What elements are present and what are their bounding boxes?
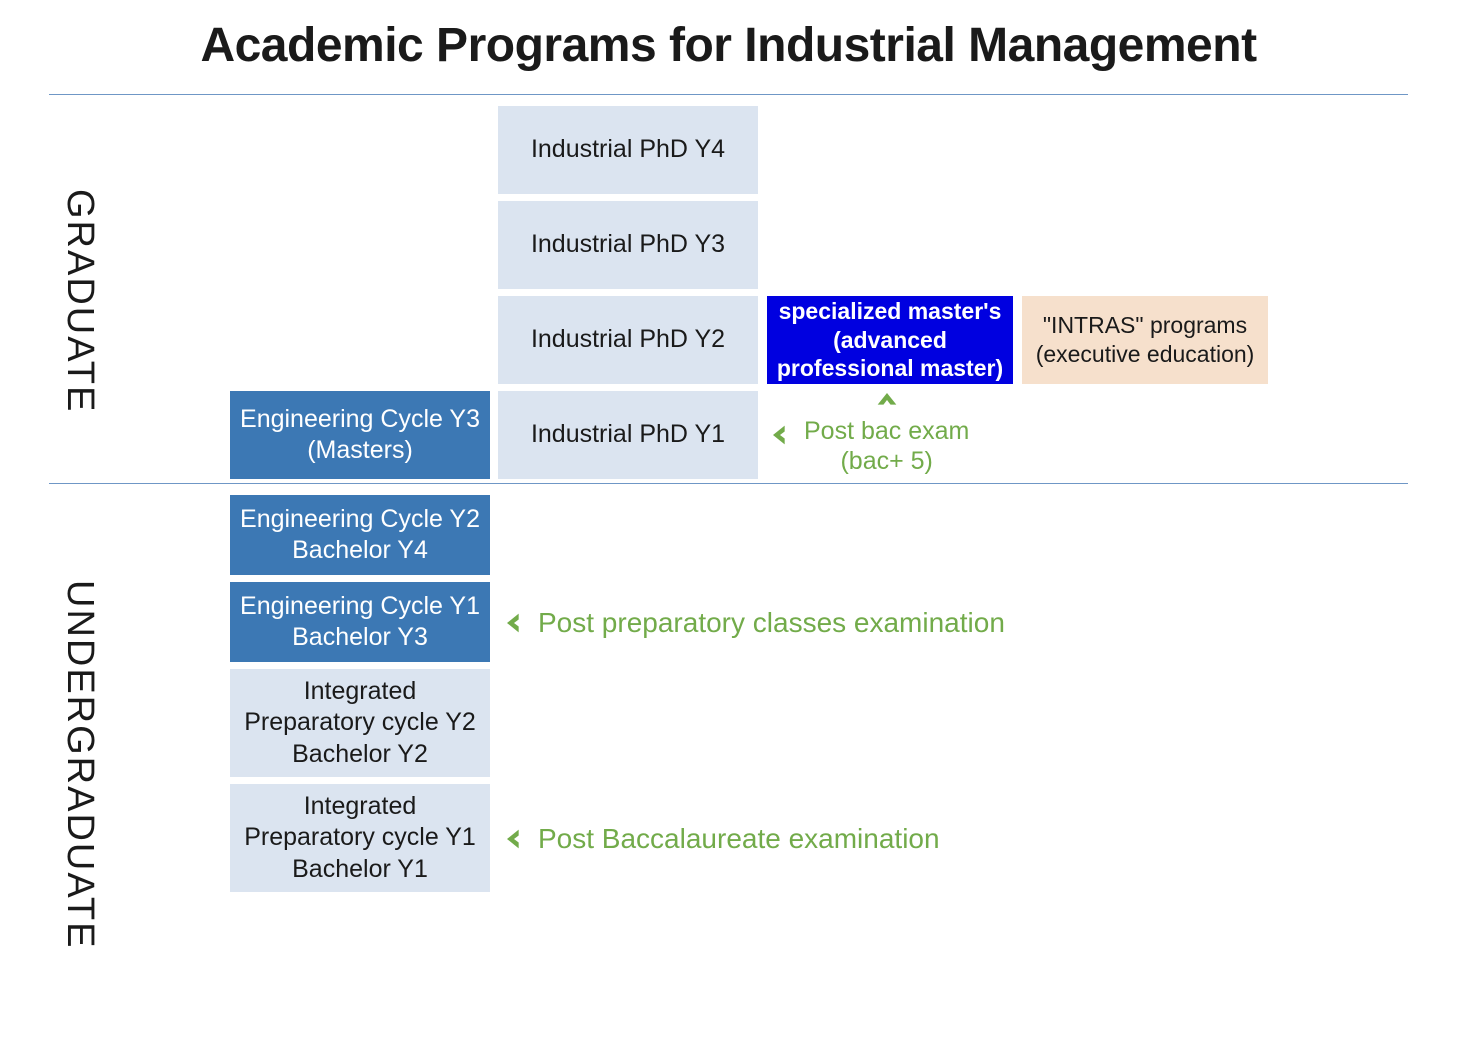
cell-eng-y3-line-0: Engineering Cycle Y3 xyxy=(240,404,480,435)
cell-phd-y3-line-0: Industrial PhD Y3 xyxy=(531,229,725,260)
cell-eng-y3-line-1: (Masters) xyxy=(307,435,413,466)
cell-spec-master-line-1: (advanced xyxy=(833,326,947,355)
cell-phd-y3: Industrial PhD Y3 xyxy=(498,201,758,289)
annotation-post-bacc: Post Baccalaureate examination xyxy=(500,822,940,856)
cell-eng-y1-line-0: Engineering Cycle Y1 xyxy=(240,591,480,622)
cell-eng-y2-line-1: Bachelor Y4 xyxy=(292,535,428,566)
cell-intras-line-0: "INTRAS" programs xyxy=(1043,311,1247,340)
cell-prep-y2-line-1: Preparatory cycle Y2 xyxy=(244,707,476,738)
arrow-left-icon xyxy=(766,421,794,449)
cell-prep-y1-line-1: Preparatory cycle Y1 xyxy=(244,822,476,853)
arrow-up-icon xyxy=(873,386,901,414)
annotation-post-bacc-line-0: Post Baccalaureate examination xyxy=(538,822,940,856)
cell-phd-y4: Industrial PhD Y4 xyxy=(498,106,758,194)
cell-spec-master: specialized master's(advancedprofessiona… xyxy=(767,296,1013,384)
divider-top xyxy=(49,94,1408,95)
cell-prep-y1-line-0: Integrated xyxy=(304,791,417,822)
cell-phd-y2: Industrial PhD Y2 xyxy=(498,296,758,384)
annotation-post-prep: Post preparatory classes examination xyxy=(500,606,1005,640)
arrow-left-icon xyxy=(500,609,528,637)
cell-eng-y1-line-1: Bachelor Y3 xyxy=(292,622,428,653)
cell-phd-y4-line-0: Industrial PhD Y4 xyxy=(531,134,725,165)
cell-eng-y1: Engineering Cycle Y1Bachelor Y3 xyxy=(230,582,490,662)
cell-prep-y1: IntegratedPreparatory cycle Y1Bachelor Y… xyxy=(230,784,490,892)
side-label-graduate: GRADUATE xyxy=(58,141,101,461)
arrow-left-icon xyxy=(500,825,528,853)
cell-prep-y1-line-2: Bachelor Y1 xyxy=(292,854,428,885)
annotation-post-prep-line-0: Post preparatory classes examination xyxy=(538,606,1005,640)
cell-prep-y2: IntegratedPreparatory cycle Y2Bachelor Y… xyxy=(230,669,490,777)
cell-intras: "INTRAS" programs(executive education) xyxy=(1022,296,1268,384)
cell-eng-y3: Engineering Cycle Y3(Masters) xyxy=(230,391,490,479)
cell-prep-y2-line-0: Integrated xyxy=(304,676,417,707)
cell-phd-y1: Industrial PhD Y1 xyxy=(498,391,758,479)
cell-phd-y2-line-0: Industrial PhD Y2 xyxy=(531,324,725,355)
annotation-post-bac5-line-1: (bac+ 5) xyxy=(840,446,932,476)
side-label-undergraduate: UNDERGRADUATE xyxy=(58,495,101,1035)
annotation-post-bac5-line-0: Post bac exam xyxy=(804,416,969,446)
cell-spec-master-line-0: specialized master's xyxy=(779,297,1002,326)
cell-spec-master-line-2: professional master) xyxy=(777,354,1003,383)
divider-mid xyxy=(49,483,1408,484)
page-title: Academic Programs for Industrial Managem… xyxy=(0,18,1457,73)
cell-intras-line-1: (executive education) xyxy=(1036,340,1255,369)
annotation-post-bac5: Post bac exam(bac+ 5) xyxy=(766,391,969,479)
cell-eng-y2: Engineering Cycle Y2Bachelor Y4 xyxy=(230,495,490,575)
cell-prep-y2-line-2: Bachelor Y2 xyxy=(292,739,428,770)
cell-eng-y2-line-0: Engineering Cycle Y2 xyxy=(240,504,480,535)
cell-phd-y1-line-0: Industrial PhD Y1 xyxy=(531,419,725,450)
